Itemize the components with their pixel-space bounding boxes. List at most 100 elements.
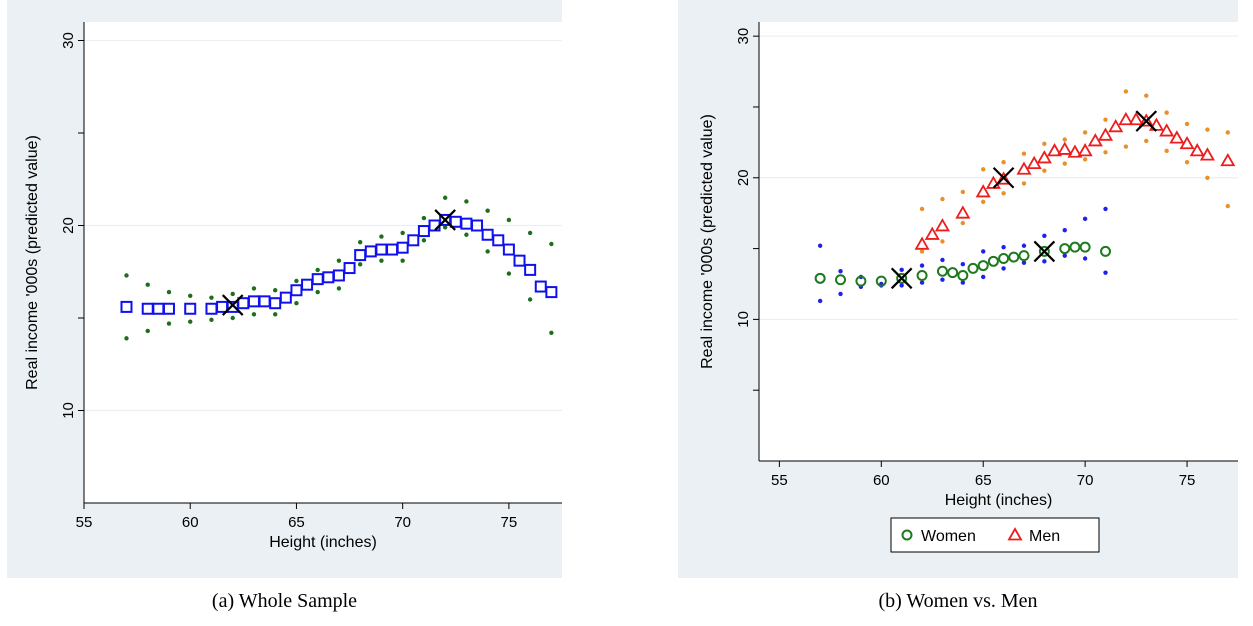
gender-point-s4-8: [1082, 130, 1088, 135]
whole-series-2: [124, 225, 554, 341]
whole-point-s1-11: [357, 239, 363, 245]
gender-point-s4-4: [1001, 159, 1006, 165]
gender-point-s3-10: [1021, 260, 1027, 265]
gender-point-s5-14: [1205, 175, 1210, 180]
gender-y-tick-label-30: 30: [735, 28, 752, 45]
whole-point-s1-8: [294, 278, 299, 284]
whole-x-axis-title: Height (inches): [269, 534, 377, 551]
chart-svg-whole-sample: 55 60 65 70 75 10 20 30 Height (inches) Real inco…: [7, 0, 562, 578]
whole-point-s1-12: [379, 234, 384, 239]
whole-point-s2-5: [230, 315, 235, 321]
whole-cross-marker-0: [221, 294, 244, 316]
whole-point-s2-6: [251, 312, 257, 317]
gender-point-s2-4: [899, 267, 904, 273]
whole-point-s2-12: [379, 258, 384, 263]
gender-point-s1-25: [1199, 147, 1215, 161]
gender-x-axis-title: Height (inches): [945, 492, 1053, 509]
whole-plot-area: [84, 22, 562, 503]
gender-point-s3-13: [1082, 256, 1088, 261]
gender-point-s4-1: [940, 196, 945, 202]
whole-point-s2-3: [188, 319, 193, 324]
whole-point-s2-1: [145, 328, 150, 334]
gender-point-s5-5: [1021, 181, 1027, 186]
gender-point-s0-2: [855, 275, 867, 287]
whole-point-s1-7: [273, 288, 278, 293]
gender-point-s1-23: [1179, 135, 1195, 150]
whole-point-s1-19: [527, 230, 533, 236]
whole-point-s1-10: [336, 258, 342, 263]
whole-point-s2-14: [421, 238, 427, 243]
gender-x-tick-label-75: 75: [1179, 472, 1196, 489]
gender-point-s1-1: [924, 226, 940, 240]
whole-point-s2-18: [506, 271, 512, 276]
gender-point-s2-8: [981, 249, 986, 254]
gender-point-s5-3: [981, 199, 986, 205]
whole-cross-marker-1: [434, 209, 456, 231]
whole-point-s1-14: [421, 215, 427, 221]
gender-legend-box: [890, 517, 1100, 553]
gender-point-s1-9: [1036, 150, 1052, 164]
gender-point-s0-15: [1038, 245, 1050, 257]
whole-point-s1-4: [209, 295, 214, 300]
gender-point-s2-12: [1062, 227, 1067, 233]
gender-point-s3-14: [1103, 270, 1108, 275]
gender-point-s5-7: [1062, 161, 1067, 166]
whole-point-s1-6: [251, 286, 257, 291]
gender-point-s1-26: [1220, 152, 1236, 167]
gender-point-s2-11: [1042, 233, 1047, 239]
whole-point-s2-19: [527, 297, 533, 302]
gender-point-s0-4: [896, 272, 908, 284]
gender-x-tick-label-65: 65: [975, 472, 992, 489]
gender-point-s1-11: [1057, 141, 1073, 155]
gender-point-s0-3: [875, 275, 887, 287]
gender-cross-marker-0: [890, 267, 913, 290]
whole-y-tick-label-20: 20: [60, 217, 77, 234]
gender-point-s0-7: [947, 267, 959, 279]
gender-y-tick-label-10: 10: [735, 311, 752, 328]
gender-point-s1-6: [996, 171, 1012, 185]
gender-point-s3-8: [981, 274, 986, 280]
whole-point-s2-15: [442, 225, 448, 230]
whole-point-s1-5: [230, 291, 235, 297]
whole-point-s2-17: [485, 249, 490, 254]
whole-point-s0-3: [162, 302, 175, 315]
gender-point-s4-12: [1164, 110, 1169, 115]
gender-point-s5-4: [1001, 191, 1006, 196]
chart-svg-women-vs-men: 55 60 65 70 75 10 20 30 Height (inches) Real inco…: [678, 0, 1238, 578]
gender-point-s1-0: [914, 236, 930, 250]
gender-point-s4-6: [1042, 141, 1047, 146]
gender-series-5: [919, 138, 1231, 254]
whole-x-tick-label-55: 55: [76, 514, 93, 531]
gender-legend-marker-1: [1007, 527, 1023, 541]
gender-point-s1-10: [1047, 143, 1063, 157]
gender-point-s1-22: [1169, 130, 1185, 144]
gender-point-s0-11: [987, 255, 999, 267]
gender-x-tick-label-55: 55: [771, 472, 788, 489]
whole-point-s0-34: [513, 254, 526, 267]
whole-point-s0-33: [502, 243, 515, 256]
gender-point-s5-9: [1103, 150, 1108, 155]
whole-y-axis-title: Real income '000s (predicted value): [24, 135, 41, 390]
gender-point-s5-10: [1123, 144, 1129, 149]
gender-point-s1-17: [1118, 111, 1134, 126]
gender-y-axis-title: Real income '000s (predicted value): [699, 114, 716, 369]
whole-x-tick-label-65: 65: [288, 514, 305, 531]
gender-point-s5-6: [1042, 168, 1047, 173]
gender-point-s4-14: [1205, 127, 1210, 132]
gender-point-s0-5: [916, 269, 928, 281]
caption-women-vs-men: (b) Women vs. Men: [878, 590, 1038, 612]
whole-point-s0-17: [332, 269, 345, 282]
gender-point-s0-0: [814, 272, 826, 284]
gender-point-s4-5: [1021, 151, 1027, 156]
gender-point-s0-17: [1069, 241, 1081, 253]
whole-point-s0-32: [492, 234, 505, 247]
gender-point-s0-16: [1059, 243, 1071, 255]
gender-point-s4-15: [1225, 130, 1231, 135]
gender-point-s1-12: [1067, 144, 1083, 158]
gender-point-s5-13: [1184, 159, 1190, 165]
gender-legend: Women Men: [890, 517, 1100, 553]
whole-point-s2-2: [166, 321, 172, 326]
whole-series-1: [124, 195, 554, 300]
gender-point-s4-7: [1062, 137, 1067, 142]
whole-x-tick-label-60: 60: [182, 514, 199, 531]
